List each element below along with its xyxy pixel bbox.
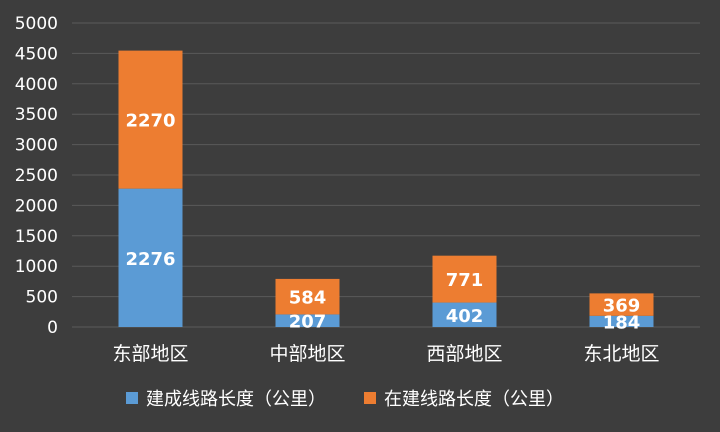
y-tick-label: 2500 (15, 166, 58, 186)
x-tick-label: 西部地区 (426, 343, 502, 365)
bar-segment-under-construction (432, 255, 497, 303)
x-tick-label: 中部地区 (269, 343, 345, 365)
bar-segment-built (589, 315, 654, 327)
data-label: 2276 (125, 249, 175, 270)
legend-label: 在建线路长度（公里） (384, 389, 564, 410)
legend-swatch (364, 392, 376, 404)
bars (118, 50, 654, 327)
y-tick-label: 1000 (15, 257, 58, 277)
bar-segment-built (275, 314, 340, 327)
y-tick-label: 4000 (15, 75, 58, 95)
y-tick-label: 2000 (15, 196, 58, 216)
y-tick-label: 3000 (15, 136, 58, 156)
data-label: 402 (446, 306, 484, 327)
y-tick-label: 5000 (15, 14, 58, 34)
legend-swatch (126, 392, 138, 404)
y-tick-label: 4500 (15, 44, 58, 64)
data-label: 207 (289, 312, 327, 333)
x-tick-label: 东北地区 (583, 343, 659, 365)
legend-item: 在建线路长度（公里） (364, 389, 564, 410)
data-label: 2270 (125, 111, 175, 132)
data-label: 184 (603, 312, 641, 333)
y-axis-tick-labels: 0 500 1000 1500 2000 2500 3000 3500 4000 4500 5000 (15, 14, 58, 338)
bar-segment-built (432, 302, 497, 327)
bar-segment-under-construction (118, 50, 183, 189)
bar-segment-built (118, 188, 183, 327)
y-tick-label: 1500 (15, 227, 58, 247)
data-label: 584 (289, 288, 327, 309)
y-tick-label: 3500 (15, 105, 58, 125)
data-label: 369 (603, 296, 641, 317)
legend: 建成线路长度（公里） 在建线路长度（公里） (126, 389, 564, 410)
legend-item: 建成线路长度（公里） (126, 389, 326, 410)
x-axis-tick-labels: 东部地区 中部地区 西部地区 东北地区 (112, 343, 659, 365)
data-label: 771 (446, 270, 484, 291)
bar-segment-under-construction (589, 293, 654, 316)
bar-segment-under-construction (275, 278, 340, 315)
y-tick-label: 500 (26, 288, 58, 308)
x-tick-label: 东部地区 (112, 343, 188, 365)
y-tick-label: 0 (47, 318, 58, 338)
legend-label: 建成线路长度（公里） (146, 389, 326, 410)
